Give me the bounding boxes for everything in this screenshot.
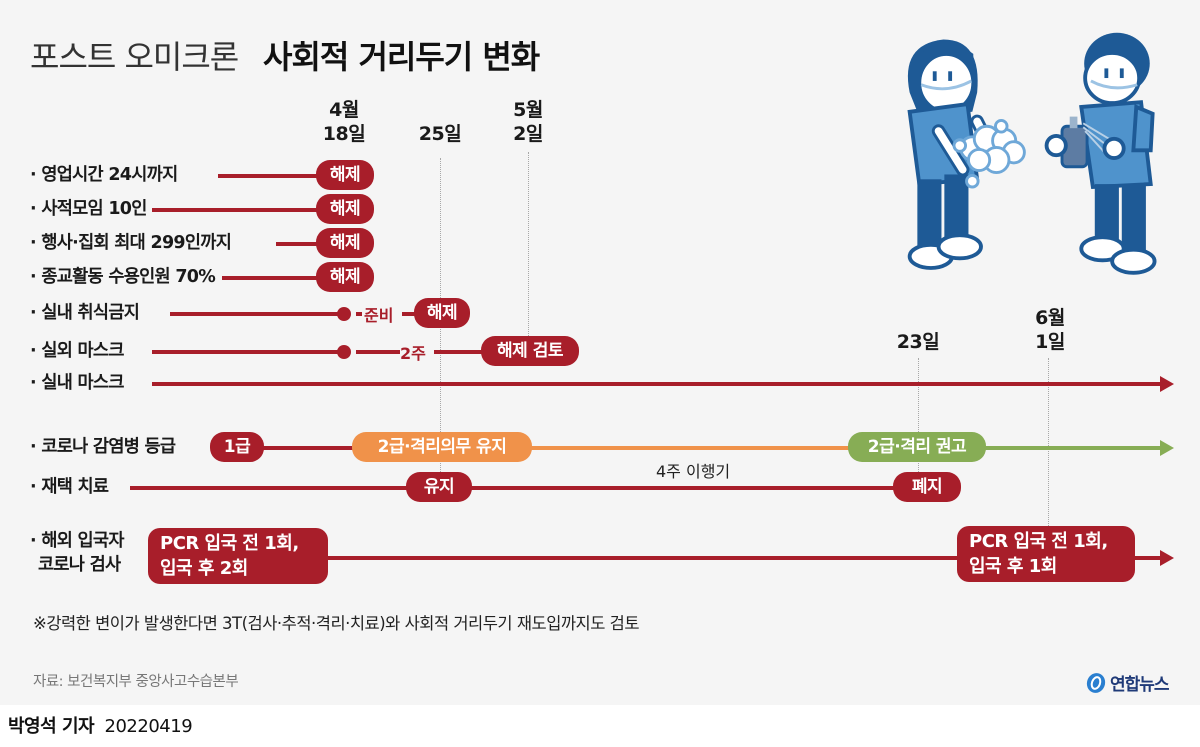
row-line-green <box>984 446 1162 450</box>
pill-review-lift: 해제 검토 <box>481 336 579 366</box>
pill-lifted: 해제 <box>316 194 374 224</box>
row-line <box>130 486 910 490</box>
pill-abolished: 폐지 <box>893 472 961 502</box>
row-label-business-hours: · 영업시간 24시까지 <box>30 165 178 185</box>
row-label-indoor-eating: · 실내 취식금지 <box>30 303 140 323</box>
logo-text: 연합뉴스 <box>1110 675 1170 695</box>
row-line <box>276 242 318 246</box>
byline-date: 20220419 <box>104 716 193 737</box>
byline-author: 박영석 기자 <box>8 716 95 737</box>
transition-period-label: 4주 이행기 <box>656 462 731 481</box>
date-day: 23일 <box>896 331 940 353</box>
row-line <box>170 312 340 316</box>
row-line <box>152 350 342 354</box>
milestone-dot <box>337 307 351 321</box>
title-bold: 사회적 거리두기 변화 <box>263 38 540 76</box>
infographic-canvas: 포스트 오미크론 사회적 거리두기 변화 4월 18일 25일 5월 2일 23… <box>30 32 1174 695</box>
row-label-disease-grade: · 코로나 감염병 등급 <box>30 437 176 457</box>
man-sanitizer-icon <box>1044 32 1157 275</box>
pill-lifted: 해제 <box>316 262 374 292</box>
date-month: 4월 <box>329 99 359 121</box>
row-label-private-gathering: · 사적모임 10인 <box>30 199 147 219</box>
yonhap-logo-icon <box>1086 672 1106 693</box>
yonhap-logo: 연합뉴스 <box>1085 670 1170 695</box>
source-credit: 자료: 보건복지부 중앙사고수습본부 <box>33 674 239 690</box>
box-pcr-before-after-1: PCR 입국 전 1회, 입국 후 1회 <box>957 526 1135 582</box>
pill-lifted: 해제 <box>316 160 374 190</box>
row-label-religious: · 종교활동 수용인원 70% <box>30 267 216 287</box>
date-apr25: 25일 <box>410 122 470 146</box>
row-line <box>356 350 400 354</box>
pill-lifted: 해제 <box>414 298 470 328</box>
row-line-orange <box>530 446 850 450</box>
date-day: 1일 <box>1035 331 1065 353</box>
pill-lifted: 해제 <box>316 228 374 258</box>
title-light: 포스트 오미크론 <box>30 38 239 76</box>
date-day: 2일 <box>513 123 543 145</box>
row-line <box>434 350 486 354</box>
row-line <box>222 276 318 280</box>
row-label-indoor-mask: · 실내 마스크 <box>30 373 124 393</box>
byline: 박영석 기자 20220419 <box>8 712 193 738</box>
row-line <box>326 556 1162 560</box>
pill-maintain: 유지 <box>406 472 472 502</box>
guide-may23 <box>918 358 919 498</box>
milestone-dot <box>337 345 351 359</box>
date-day: 25일 <box>418 123 462 145</box>
date-jun1: 6월 1일 <box>1020 306 1080 354</box>
date-month: 5월 <box>513 99 543 121</box>
row-line <box>402 312 418 316</box>
row-label-events-rallies: · 행사·집회 최대 299인까지 <box>30 233 232 253</box>
row-line <box>218 174 318 178</box>
date-month: 6월 <box>1035 307 1065 329</box>
date-may23: 23일 <box>888 330 948 354</box>
row-label-covid-test: 코로나 검사 <box>38 555 121 575</box>
box-line: PCR 입국 전 1회, <box>969 531 1108 552</box>
box-line: PCR 입국 전 1회, <box>160 533 299 554</box>
row-line <box>262 446 354 450</box>
mid-label-prep: 준비 <box>364 306 394 325</box>
date-day: 18일 <box>322 123 366 145</box>
pill-grade2-isolation-recommended: 2급·격리 권고 <box>848 432 986 462</box>
woman-washing-hands-icon <box>907 39 1026 270</box>
box-pcr-before-after-2: PCR 입국 전 1회, 입국 후 2회 <box>148 528 328 584</box>
row-label-home-treatment: · 재택 치료 <box>30 477 109 497</box>
date-may2: 5월 2일 <box>498 98 558 146</box>
arrow-right-icon <box>1160 550 1174 566</box>
date-apr18: 4월 18일 <box>314 98 374 146</box>
row-label-overseas-arrivals: · 해외 입국자 <box>30 531 124 551</box>
box-line: 입국 후 1회 <box>969 556 1057 577</box>
row-line <box>152 382 1162 386</box>
row-line <box>152 208 318 212</box>
dash <box>356 312 362 316</box>
row-label-outdoor-mask: · 실외 마스크 <box>30 341 124 361</box>
arrow-right-icon <box>1160 440 1174 456</box>
arrow-right-icon <box>1160 376 1174 392</box>
footnote: ※강력한 변이가 발생한다면 3T(검사·추적·격리·치료)와 사회적 거리두기… <box>33 614 640 633</box>
box-line: 입국 후 2회 <box>160 558 248 579</box>
handwashing-people-illustration <box>907 32 1157 275</box>
pill-grade2-isolation-required: 2급·격리의무 유지 <box>352 432 532 462</box>
guide-may2 <box>528 152 529 342</box>
mid-label-2weeks: 2주 <box>400 344 426 363</box>
pill-grade1: 1급 <box>210 432 264 462</box>
